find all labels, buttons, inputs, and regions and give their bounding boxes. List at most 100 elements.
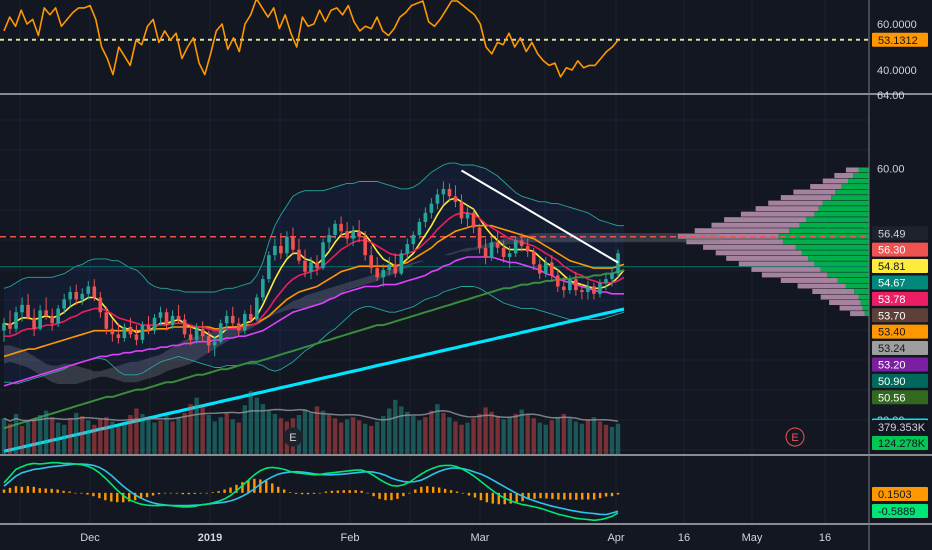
candle-body[interactable] <box>405 244 410 254</box>
candle-body[interactable] <box>453 196 458 202</box>
candle-body[interactable] <box>537 264 542 274</box>
candle-body[interactable] <box>423 212 428 223</box>
price-level-badge[interactable]: 56.49 <box>872 226 928 241</box>
candle-body[interactable] <box>465 212 470 219</box>
candle-body[interactable] <box>574 279 578 291</box>
candle-body[interactable] <box>14 312 18 329</box>
candle-body[interactable] <box>447 188 452 197</box>
candle-body[interactable] <box>2 323 6 331</box>
candle-body[interactable] <box>44 310 48 316</box>
candle-body[interactable] <box>128 326 133 335</box>
candle-body[interactable] <box>459 201 464 219</box>
candle-body[interactable] <box>604 279 608 283</box>
candle-body[interactable] <box>134 334 139 340</box>
candle-body[interactable] <box>206 336 211 346</box>
candle-body[interactable] <box>315 262 319 269</box>
candle-body[interactable] <box>110 328 115 335</box>
candle-body[interactable] <box>176 315 181 320</box>
candle-body[interactable] <box>327 234 331 243</box>
candle-body[interactable] <box>543 262 548 274</box>
candle-body[interactable] <box>62 299 66 309</box>
candle-body[interactable] <box>56 308 60 324</box>
candle-body[interactable] <box>68 291 73 300</box>
candle-body[interactable] <box>489 242 494 258</box>
candle-body[interactable] <box>50 315 54 324</box>
candle-body[interactable] <box>357 231 361 237</box>
candle-body[interactable] <box>562 286 566 291</box>
price-level-badge[interactable]: 53.24 <box>872 341 928 356</box>
candle-body[interactable] <box>92 286 97 298</box>
drawn-trendline[interactable] <box>460 169 619 264</box>
candle-body[interactable] <box>158 312 163 318</box>
price-level-badge[interactable]: 54.67 <box>872 275 928 290</box>
candle-body[interactable] <box>399 253 404 274</box>
candle-body[interactable] <box>303 260 307 272</box>
candle-body[interactable] <box>519 240 524 246</box>
price-level-badge[interactable]: 53.78 <box>872 291 928 306</box>
candle-body[interactable] <box>242 314 247 331</box>
candle-body[interactable] <box>26 304 30 318</box>
candle-body[interactable] <box>568 279 572 291</box>
candle-body[interactable] <box>507 253 512 258</box>
candle-body[interactable] <box>345 231 349 239</box>
candle-body[interactable] <box>580 290 584 292</box>
candle-body[interactable] <box>146 325 151 331</box>
candle-body[interactable] <box>32 317 36 329</box>
candle-body[interactable] <box>182 319 187 335</box>
candle-body[interactable] <box>381 269 386 278</box>
candle-body[interactable] <box>429 203 434 213</box>
candle-body[interactable] <box>375 268 380 278</box>
candle-body[interactable] <box>598 282 602 294</box>
candle-body[interactable] <box>339 223 343 232</box>
candle-body[interactable] <box>321 242 325 269</box>
candle-body[interactable] <box>297 249 301 261</box>
candle-body[interactable] <box>393 264 398 274</box>
candle-body[interactable] <box>477 227 482 248</box>
price-level-badge[interactable]: 53.20 <box>872 357 928 372</box>
candle-body[interactable] <box>224 315 229 324</box>
oscillator-value-badge[interactable]: 53.1312 <box>872 32 928 47</box>
price-pane[interactable] <box>0 162 869 453</box>
candle-body[interactable] <box>333 223 337 235</box>
candle-body[interactable] <box>369 255 373 269</box>
candle-body[interactable] <box>194 328 199 340</box>
candle-body[interactable] <box>104 312 109 329</box>
candle-body[interactable] <box>170 315 175 326</box>
candle-body[interactable] <box>80 293 85 300</box>
candle-body[interactable] <box>212 341 217 346</box>
candle-body[interactable] <box>309 262 313 272</box>
candle-body[interactable] <box>236 323 241 331</box>
time-axis[interactable]: Dec 2019 Feb Mar Apr 16 May 16 <box>80 532 831 544</box>
candle-body[interactable] <box>501 247 506 258</box>
candle-body[interactable] <box>200 328 205 337</box>
candle-body[interactable] <box>435 194 440 204</box>
candle-body[interactable] <box>38 310 42 329</box>
candle-body[interactable] <box>483 247 488 258</box>
price-axis[interactable]: 60.000040.000064.0060.0030.0053.131256.4… <box>872 19 928 518</box>
candle-body[interactable] <box>495 242 500 248</box>
candle-body[interactable] <box>255 297 259 320</box>
candle-body[interactable] <box>273 245 277 256</box>
candle-body[interactable] <box>351 231 355 239</box>
candle-body[interactable] <box>441 188 446 195</box>
volume-value-badge[interactable]: 379.353K <box>872 420 928 434</box>
candle-body[interactable] <box>116 334 121 339</box>
candle-body[interactable] <box>610 273 614 280</box>
price-level-badge[interactable]: 50.56 <box>872 390 928 405</box>
candle-body[interactable] <box>586 286 590 292</box>
candle-body[interactable] <box>471 212 476 228</box>
candle-body[interactable] <box>261 279 265 298</box>
candle-body[interactable] <box>122 326 127 339</box>
candle-body[interactable] <box>8 323 12 329</box>
candle-body[interactable] <box>363 236 367 256</box>
oscillator-pane[interactable] <box>0 0 869 78</box>
candle-body[interactable] <box>164 312 169 326</box>
candle-body[interactable] <box>556 275 560 287</box>
candle-body[interactable] <box>20 304 24 313</box>
candle-body[interactable] <box>86 286 91 294</box>
price-level-badge[interactable]: 53.70 <box>872 308 928 323</box>
candle-body[interactable] <box>525 245 530 252</box>
price-level-badge[interactable]: 54.81 <box>872 259 928 274</box>
